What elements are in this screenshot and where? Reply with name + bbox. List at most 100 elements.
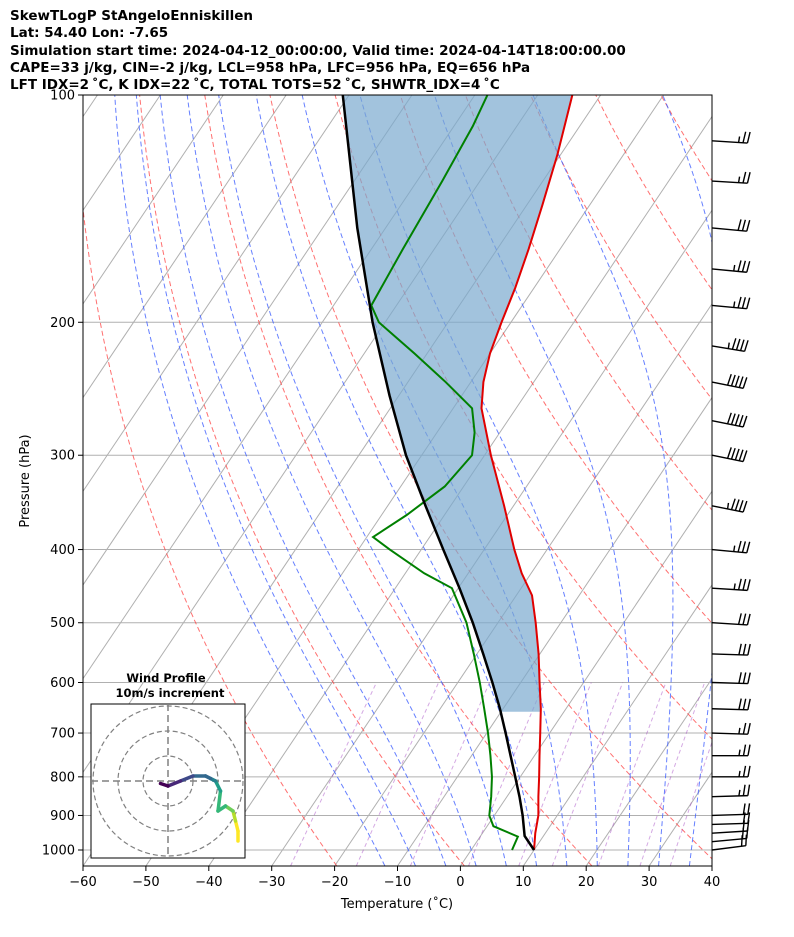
barb-half-flag [737,136,741,143]
barb-flag [737,219,742,231]
barb-half-flag [738,789,741,797]
barb-staff [711,708,748,711]
x-tick-label: 0 [456,875,464,890]
mixing-ratio-line [551,682,624,866]
barb-flag [726,447,732,459]
barb-flag [734,375,740,388]
barb-half-flag [726,502,730,510]
barb-staff [711,653,748,656]
wind-barb [711,219,751,232]
barb-staff [711,227,747,232]
barb-flag [738,698,742,710]
x-tick-label: −10 [384,875,411,890]
wind-barb [712,765,751,778]
title-station: SkewTLogP StAngeloEnniskillen [10,8,253,24]
wind-barb [711,171,751,184]
y-tick-label: 400 [50,543,75,558]
wind-barb [711,296,751,310]
isotherm-gridline [648,771,712,866]
hodograph-segment [178,774,195,783]
barb-flag [747,643,751,656]
y-tick-label: 600 [50,676,75,691]
dry-adiabat [530,95,712,401]
moist-adiabat [255,95,538,866]
barb-staff [711,140,748,144]
wind-barb [711,803,751,817]
barb-flag [747,765,751,777]
mixing-ratio-line [409,682,490,866]
wind-barbs [711,131,751,851]
barb-flag [746,172,751,184]
barb-flag [737,540,742,553]
barb-half-flag [738,770,741,777]
barb-half-flag [727,342,730,349]
barb-flag [738,376,744,388]
barb-flag [734,499,740,511]
parcel-line [341,95,536,851]
barb-flag [743,340,749,352]
barb-flag [746,297,751,309]
barb-half-flag [737,176,741,183]
barb-staff [711,304,747,310]
hodograph-segment [166,779,183,788]
hodograph-title: Wind Profile [126,671,206,685]
mixing-ratio-line [669,740,712,866]
barb-flag [747,723,751,735]
dry-adiabat [726,95,794,866]
moist-adiabat [114,95,386,866]
y-tick-label: 900 [50,809,75,824]
barb-flag [731,338,737,350]
barb-flag [742,171,747,184]
barb-staff [711,548,747,554]
wind-barb [711,412,748,428]
barb-staff [711,622,748,626]
moist-adiabat [159,95,447,866]
moist-adiabat [186,95,477,866]
isotherm-gridline [522,584,712,866]
isotherm-gridline [83,95,224,305]
hodograph-segment [213,779,223,793]
x-tick-label: −60 [69,875,96,890]
barb-flag [734,414,740,426]
barb-flag [738,449,744,461]
barb-flag [747,803,751,815]
y-tick-label: 800 [50,770,75,785]
isotherm-gridline [585,677,712,866]
barb-flag [742,643,747,656]
barb-flag [737,296,742,309]
axes: −60 −50 −40 −30 −20 −10 0 10 20 30 40 1000 900 800 700… [42,89,720,891]
profile-layer [341,95,574,851]
moist-adiabat [135,95,416,866]
dry-adiabat [83,204,338,866]
y-tick-label: 300 [50,449,75,464]
barb-half-flag [738,749,741,756]
wind-barb [711,540,751,554]
isotherm-gridline [711,865,712,866]
x-tick-label: −40 [195,875,222,890]
cape-shading [342,95,573,712]
mixing-ratio-line [468,682,545,866]
grid-layer [83,95,794,866]
mixing-ratio-line [639,682,706,866]
wind-barb [712,744,751,757]
wind-barb [711,447,748,463]
x-axis-label: Temperature (˚C) [340,896,453,912]
barb-flag [747,672,751,684]
barb-flag [742,377,748,389]
x-tick-label: 20 [578,875,595,890]
barb-flag [742,784,746,796]
barb-flag [746,261,751,273]
barb-flag [742,500,748,513]
wind-barb [711,131,751,144]
wind-barb [711,784,751,798]
isotherm-gridline [83,95,350,493]
barb-staff [711,587,748,592]
y-tick-label: 100 [50,89,75,104]
wind-barb [711,613,751,626]
x-tick-label: −30 [258,875,285,890]
barb-flag [730,413,736,425]
barb-flag [742,744,747,756]
dry-adiabat [204,95,593,866]
wind-barb [711,722,751,735]
